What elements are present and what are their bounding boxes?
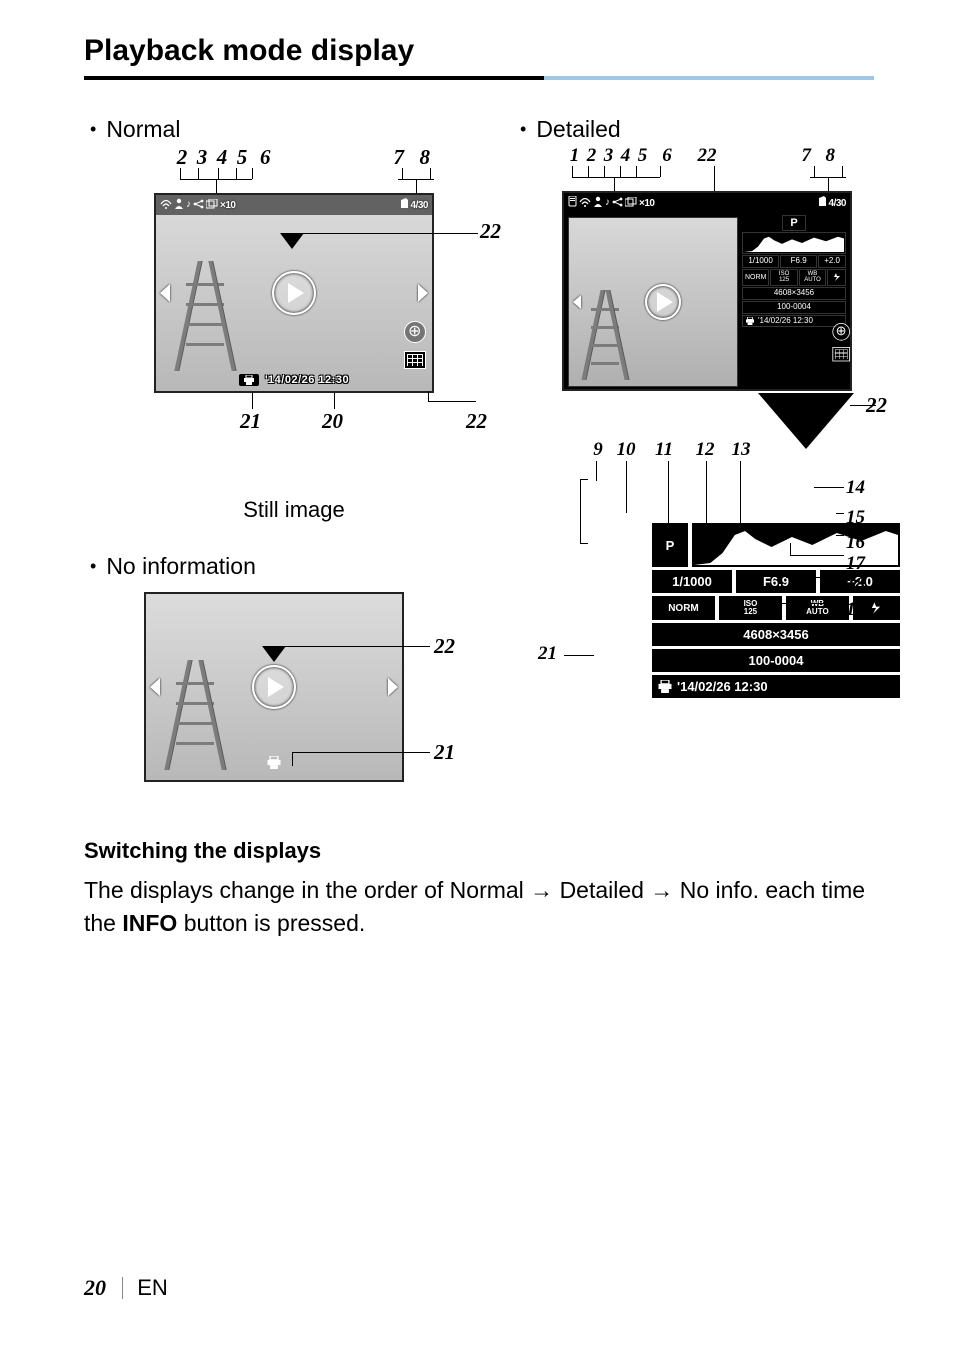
next-arrow[interactable]: [418, 284, 428, 302]
person-icon: [174, 198, 184, 212]
exp-wb: WB AUTO: [786, 596, 849, 620]
flash-chip: [827, 269, 846, 286]
columns: • Normal 2 3 4 5 6 7 8: [84, 116, 874, 802]
norm-chip: NORM: [742, 269, 769, 286]
detailed-thumb: [568, 217, 738, 387]
switching-body: The displays change in the order of Norm…: [84, 874, 874, 941]
mid-nums: 9 10 11 12 13: [586, 439, 758, 461]
detailed-screen[interactable]: ♪ ×10 4/30: [562, 191, 852, 391]
prev-arrow[interactable]: [160, 284, 170, 302]
iso-chip: ISO 125: [770, 269, 797, 286]
label-noinfo-text: No information: [106, 553, 256, 580]
label-detailed-text: Detailed: [536, 116, 620, 143]
card-icon: [818, 196, 827, 210]
music-icon: ♪: [186, 200, 191, 210]
play-button[interactable]: [252, 665, 296, 709]
footer-separator: [122, 1277, 123, 1299]
zoom-icon[interactable]: [404, 321, 426, 343]
detail-panel: P 1/1000 F6.9 +2.0 NORM ISO 125 WB A: [742, 215, 846, 385]
exp-filenum: 100-0004: [652, 649, 900, 672]
person-icon: [593, 196, 603, 210]
normal-figure: 2 3 4 5 6 7 8: [84, 143, 504, 443]
label-normal: • Normal: [84, 116, 504, 143]
expand-triangle: [758, 393, 854, 449]
ladder-graphic: [180, 261, 230, 371]
normal-topbar: ♪ ×10 4/30: [156, 195, 432, 215]
page-footer: 20 EN: [84, 1275, 168, 1301]
filenum-chip: 100-0004: [742, 301, 846, 314]
datetime-chip: '14/02/26 12:30: [742, 315, 846, 328]
exp-datetime: '14/02/26 12:30: [652, 675, 900, 698]
bullet-icon: •: [90, 119, 96, 140]
music-icon: ♪: [605, 198, 610, 208]
share-icon: [193, 199, 204, 212]
grid-icon[interactable]: [404, 351, 426, 369]
exp-aperture: F6.9: [736, 570, 816, 593]
histo-small: [742, 232, 846, 254]
col-right: • Detailed 1 2 3 4 5 6 22 7 8: [514, 116, 884, 802]
col-left: • Normal 2 3 4 5 6 7 8: [84, 116, 504, 802]
detailed-top-nums: 1 2 3 4 5 6 22 7 8: [566, 145, 866, 167]
label-normal-text: Normal: [106, 116, 180, 143]
wb-chip: WB AUTO: [799, 269, 826, 286]
print-icon-bottom: [266, 756, 282, 774]
bullet-icon: •: [520, 119, 526, 140]
bullet-icon: •: [90, 556, 96, 577]
play-button[interactable]: [272, 271, 316, 315]
share-icon: [612, 197, 623, 210]
exp-mode: P: [652, 523, 688, 567]
burst-count: ×10: [639, 198, 654, 209]
prev-arrow[interactable]: [573, 295, 581, 309]
exp-21: 21: [538, 643, 557, 665]
prev-arrow[interactable]: [150, 678, 160, 696]
page-number: 20: [84, 1275, 106, 1300]
burst-icon: [206, 199, 218, 212]
noinfo-screen[interactable]: [144, 592, 404, 782]
card-icon: [400, 198, 409, 212]
grid-icon[interactable]: [832, 347, 850, 361]
exp-iso: ISO 125: [719, 596, 782, 620]
mode-chip: P: [782, 215, 806, 231]
exp-histo: [692, 523, 900, 567]
frame-counter: 4/30: [829, 198, 846, 209]
ladder-graphic: [585, 290, 625, 380]
aperture-chip: F6.9: [780, 255, 817, 268]
burst-count: ×10: [220, 200, 235, 211]
noinfo-21: 21: [434, 740, 455, 765]
label-detailed: • Detailed: [514, 116, 884, 143]
page-lang: EN: [137, 1275, 168, 1300]
burst-icon: [625, 197, 637, 210]
still-caption: Still image: [84, 497, 504, 523]
page-title: Playback mode display: [84, 34, 874, 68]
title-underline: [84, 76, 874, 80]
exp-shutter: 1/1000: [652, 570, 732, 593]
frame-counter: 4/30: [411, 200, 428, 211]
next-arrow[interactable]: [388, 678, 398, 696]
normal-bottombar: '14/02/26 12:30: [156, 369, 432, 391]
flag-icon: [568, 196, 577, 210]
switching-heading: Switching the displays: [84, 838, 874, 864]
detailed-figure: 1 2 3 4 5 6 22 7 8: [514, 143, 894, 693]
resolution-chip: 4608×3456: [742, 287, 846, 300]
noinfo-22: 22: [434, 634, 455, 659]
wifi-icon: [160, 199, 172, 212]
normal-screen[interactable]: ♪ ×10 4/30: [154, 193, 434, 393]
detailed-22: 22: [866, 393, 887, 418]
play-button[interactable]: [645, 284, 681, 320]
datetime: '14/02/26 12:30: [265, 374, 349, 386]
shutter-chip: 1/1000: [742, 255, 779, 268]
zoom-icon[interactable]: [832, 323, 850, 341]
normal-top-nums: 2 3 4 5 6 7 8: [172, 145, 430, 170]
exp-norm: NORM: [652, 596, 715, 620]
ladder-graphic: [170, 660, 220, 770]
right-nums: 14 15 16 17 18 19 20: [846, 477, 865, 649]
label-noinfo: • No information: [84, 553, 504, 580]
wifi-icon: [579, 197, 591, 210]
page: Playback mode display • Normal 2 3 4 5 6…: [0, 0, 954, 1345]
detailed-topbar: ♪ ×10 4/30: [564, 193, 850, 213]
ev-chip: +2.0: [818, 255, 846, 268]
page-title-row: Playback mode display: [84, 34, 874, 80]
print-icon: [239, 374, 259, 386]
noinfo-figure: 22 21: [144, 592, 444, 802]
